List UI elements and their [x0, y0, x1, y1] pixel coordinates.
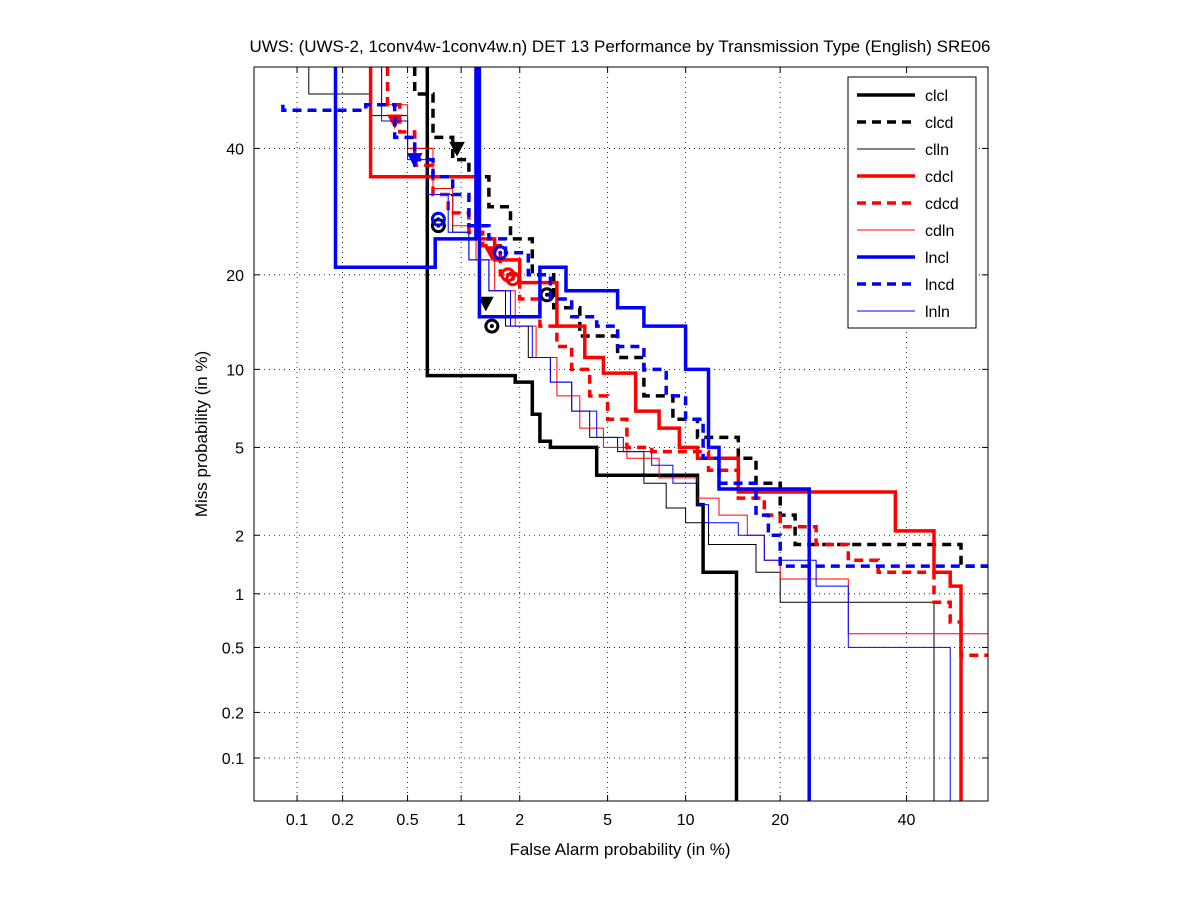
- x-tick-label: 0.5: [396, 812, 418, 829]
- legend-label-cdcd: cdcd: [925, 196, 959, 213]
- marker-triangle-clcl: [477, 296, 494, 312]
- legend-label-cdcl: cdcl: [925, 169, 953, 186]
- y-tick-label: 20: [226, 268, 244, 285]
- legend: clcl clcd clln cdcl cdcd cdln lncl lncd lnln: [847, 76, 977, 329]
- marker-circle-lncl: [430, 211, 446, 227]
- y-tick-label: 40: [226, 141, 244, 158]
- x-tick-label: 20: [771, 812, 789, 829]
- legend-label-clcd: clcd: [925, 115, 953, 132]
- marker-circle-cdcd: [500, 267, 516, 283]
- marker-triangle-clcd: [449, 141, 465, 157]
- y-tick-label: 1: [235, 587, 244, 604]
- y-tick-label: 10: [226, 362, 244, 379]
- marker-circle-clcl: [484, 318, 500, 334]
- marker-dot-lncl: [436, 217, 441, 222]
- x-axis-label: False Alarm probability (in %): [509, 840, 730, 859]
- x-tick-label: 10: [677, 812, 695, 829]
- marker-dot-clcd: [544, 292, 549, 297]
- marker-dot-cdcd: [506, 272, 511, 277]
- y-tick-label: 2: [235, 528, 244, 545]
- y-tick-label: 0.5: [222, 640, 244, 657]
- legend-label-lncd: lncd: [925, 277, 954, 294]
- y-tick-label: 0.2: [222, 705, 244, 722]
- x-tick-label: 0.2: [331, 812, 353, 829]
- y-tick-label: 5: [235, 440, 244, 457]
- y-axis-label: Miss probability (in %): [192, 351, 211, 517]
- x-tick-label: 5: [603, 812, 612, 829]
- y-tick-label: 0.1: [222, 751, 244, 768]
- series-lines: [281, 67, 988, 801]
- chart-title: UWS: (UWS-2, 1conv4w-1conv4w.n) DET 13 P…: [249, 37, 990, 56]
- axis-ticks: 0.1 0.2 0.5 1 2 5 10 20 40 0.1 0.2 0.5 1 2 5 10 20 40: [222, 67, 988, 829]
- marker-dot-lncl: [498, 250, 503, 255]
- x-tick-label: 2: [515, 812, 524, 829]
- legend-label-cdln: cdln: [925, 223, 954, 240]
- legend-label-lnln: lnln: [925, 304, 950, 321]
- marker-dot-clcl: [489, 324, 494, 329]
- plot-area-frame: [253, 66, 989, 802]
- x-tick-label: 0.1: [286, 812, 308, 829]
- legend-label-clcl: clcl: [925, 88, 948, 105]
- legend-label-lncl: lncl: [925, 250, 949, 267]
- x-tick-label: 40: [898, 812, 916, 829]
- legend-box: [847, 76, 977, 329]
- legend-label-clln: clln: [925, 142, 949, 159]
- x-tick-label: 1: [457, 812, 466, 829]
- series-line-lnln: [381, 67, 951, 801]
